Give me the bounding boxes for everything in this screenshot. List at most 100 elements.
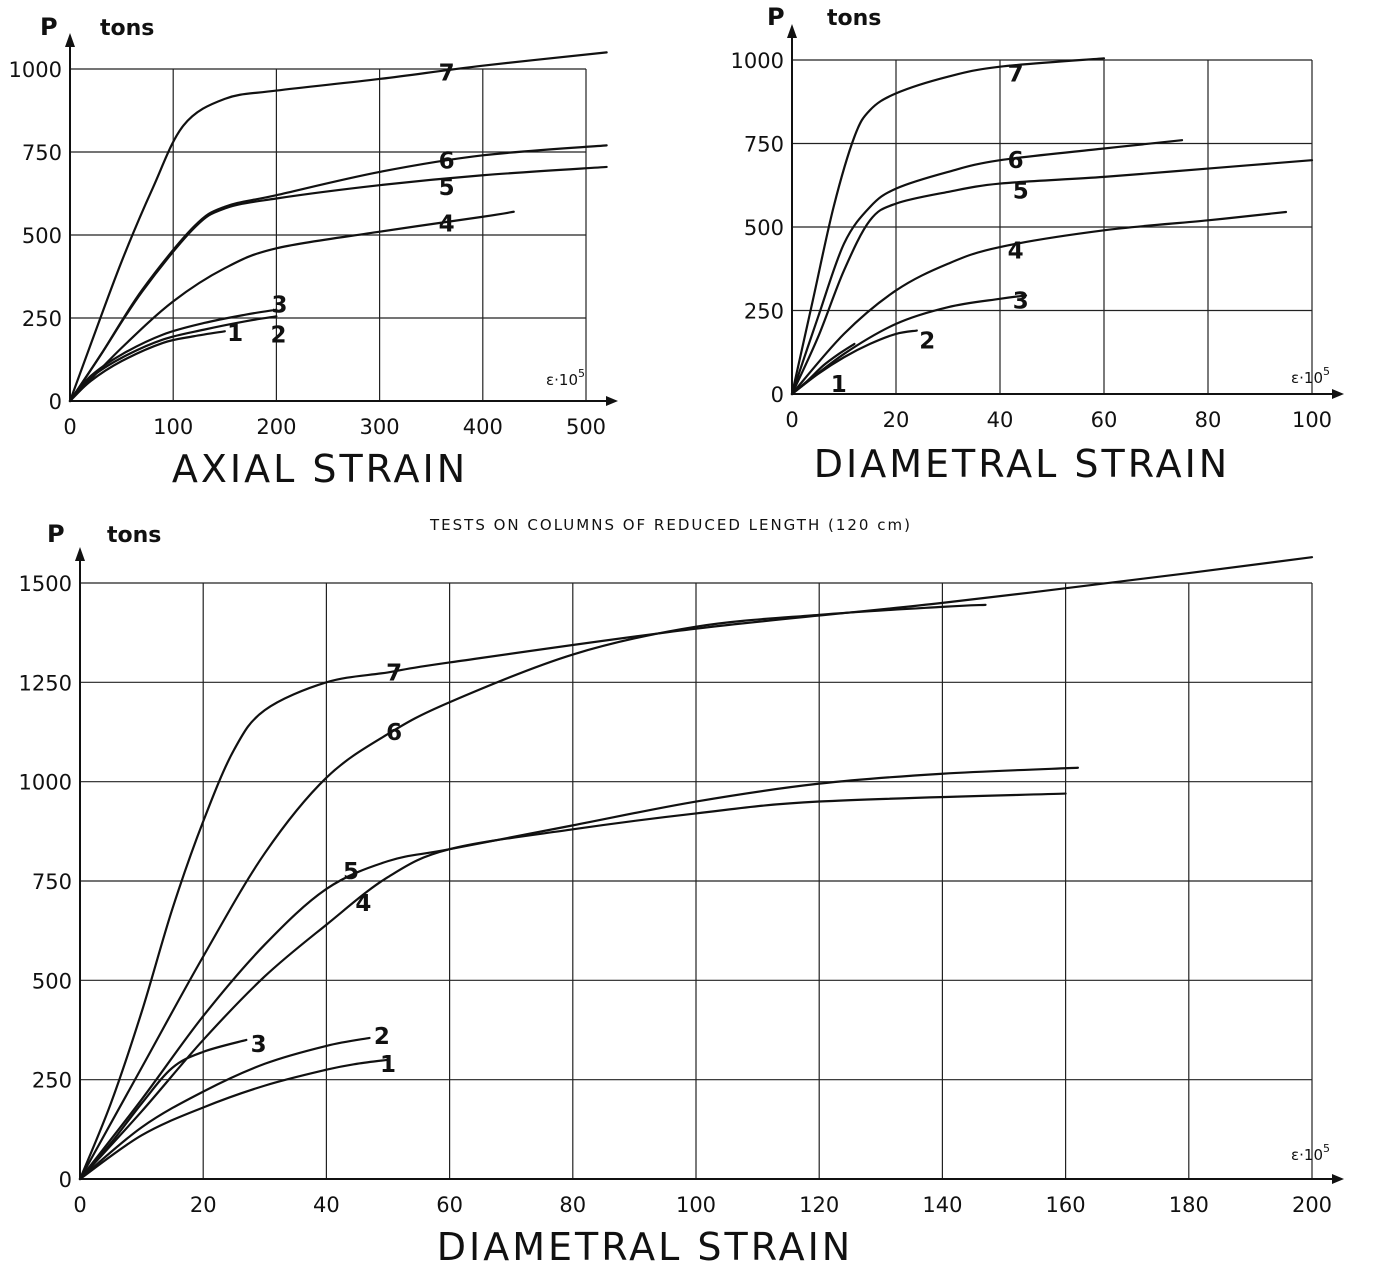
y-axis-label: P [40,13,58,41]
series-6-line [78,603,987,1181]
y-tick-label: 1000 [9,58,62,82]
y-axis-label: P [767,3,785,31]
series-7-label: 7 [439,60,455,86]
series-1-line [78,1058,390,1181]
y-tick-label: 1000 [731,49,784,73]
series-6-label: 6 [1008,148,1024,174]
series-5-line [78,766,1080,1181]
x-tick-label: 100 [153,415,193,439]
y-tick-label: 250 [744,300,784,324]
series-5-label: 5 [1013,178,1029,204]
series-4-line [78,792,1067,1181]
y-tick-label: 0 [49,390,62,414]
y-tick-label: 1250 [19,671,72,695]
x-tick-label: 120 [799,1193,839,1217]
series-4-line [68,210,515,403]
x-tick-label: 40 [313,1193,340,1217]
y-tick-label: 500 [744,216,784,240]
series-2-label: 2 [374,1024,390,1050]
series-7-label: 7 [1008,61,1024,87]
x-tick-label: 80 [1195,408,1222,432]
series-3-label: 3 [1013,288,1029,314]
series-1-label: 1 [380,1052,396,1078]
series-2-label: 2 [270,323,286,349]
series-3-line [68,308,278,403]
x-axis-unit: ε·105 [1291,365,1330,387]
x-tick-label: 100 [676,1193,716,1217]
x-axis-unit: ε·105 [1291,1142,1330,1164]
x-tick-label: 500 [566,415,606,439]
series-4-label: 4 [439,211,455,237]
series-3-line [790,294,1028,396]
series-5-line [68,165,608,403]
x-axis-unit: ε·105 [546,367,585,389]
x-tick-label: 180 [1169,1193,1209,1217]
y-tick-label: 0 [59,1168,72,1192]
x-tick-label: 300 [360,415,400,439]
x-axis-title: DIAMETRAL STRAIN [437,1225,853,1266]
x-axis-arrow [1332,389,1344,399]
y-axis-arrow [65,33,75,47]
y-tick-label: 750 [744,133,784,157]
series-2-label: 2 [919,329,935,355]
series-5-label: 5 [343,859,359,885]
chart-diametral-strain-large: 0 20 40 60 80 100 120 140 160 180 200 0 250 500 750 100… [19,520,1344,1266]
x-tick-label: 0 [785,408,798,432]
series-1-label: 1 [831,372,847,398]
x-tick-label: 400 [463,415,503,439]
x-axis-arrow [1332,1174,1344,1184]
series-6-line [68,144,608,403]
y-tick-label: 1500 [19,572,72,596]
series-7-line [790,57,1106,396]
x-tick-label: 60 [436,1193,463,1217]
y-tick-label: 250 [22,307,62,331]
series-6-label: 6 [439,148,455,174]
series-2-line [78,1036,371,1181]
series-3-label: 3 [271,293,287,319]
x-tick-label: 0 [63,415,76,439]
x-tick-label: 200 [256,415,296,439]
series-2-line [68,315,278,403]
series-4-label: 4 [355,891,371,917]
y-axis-label: P [47,520,65,548]
series-4-line [790,210,1288,396]
x-tick-label: 20 [190,1193,217,1217]
series-6-label: 6 [386,720,402,746]
y-axis-unit: tons [107,523,161,548]
series-3-line [78,1038,248,1181]
x-tick-label: 20 [883,408,910,432]
x-axis-title: DIAMETRAL STRAIN [814,442,1230,486]
y-tick-label: 1000 [19,771,72,795]
series-7-line [78,556,1314,1181]
x-tick-label: 80 [559,1193,586,1217]
series-7-label: 7 [386,660,402,686]
y-tick-label: 500 [22,224,62,248]
y-tick-label: 750 [32,870,72,894]
x-tick-label: 100 [1292,408,1332,432]
y-axis-unit: tons [827,6,881,31]
x-tick-label: 160 [1046,1193,1086,1217]
x-tick-label: 200 [1292,1193,1332,1217]
y-axis-arrow [787,24,797,38]
x-tick-label: 60 [1091,408,1118,432]
y-axis-unit: tons [100,16,154,41]
top-title: TESTS ON COLUMNS OF REDUCED LENGTH (120 … [429,516,912,534]
x-axis-title: AXIAL STRAIN [172,447,468,491]
x-tick-label: 40 [987,408,1014,432]
y-axis-arrow [75,547,85,561]
y-tick-label: 0 [771,383,784,407]
chart-axial-strain: 0 100 200 300 400 500 0 250 500 750 1000 AXIAL STRA… [9,13,618,491]
series-5-line [790,159,1314,396]
series-7-line [68,51,608,403]
series-3-label: 3 [251,1032,267,1058]
x-tick-label: 140 [922,1193,962,1217]
series-4-label: 4 [1008,238,1024,264]
x-axis-arrow [606,396,618,406]
y-tick-label: 750 [22,141,62,165]
y-tick-label: 500 [32,969,72,993]
y-tick-label: 250 [32,1069,72,1093]
series-6-line [790,139,1184,396]
series-1-label: 1 [227,321,243,347]
